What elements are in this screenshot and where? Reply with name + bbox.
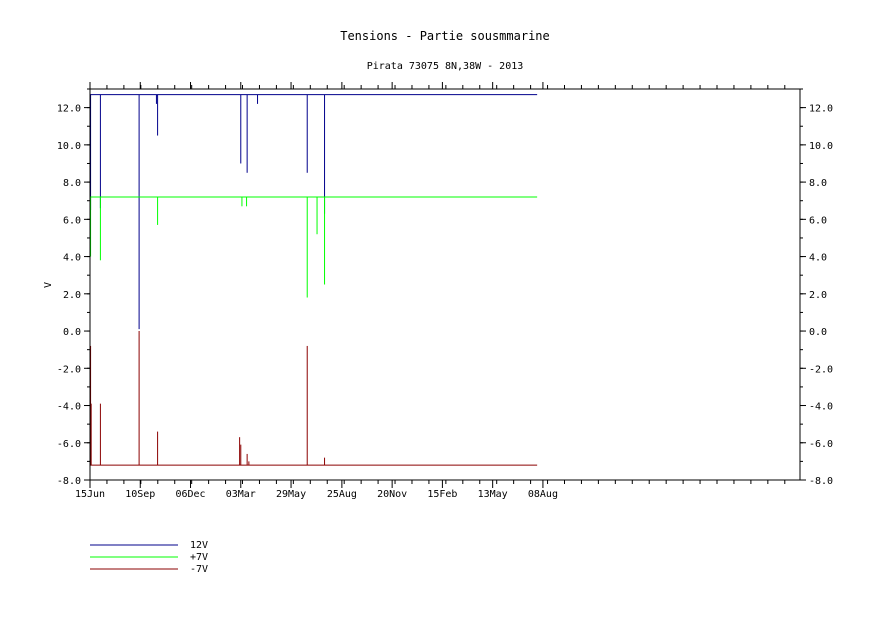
x-tick-label: 29May: [276, 489, 306, 500]
y-tick-label-left: 6.0: [63, 215, 81, 226]
y-axis-label: V: [43, 282, 54, 288]
x-tick-label: 08Aug: [528, 489, 558, 500]
legend-label: -7V: [190, 564, 208, 575]
y-tick-label-left: 8.0: [63, 178, 81, 189]
y-tick-label-right: 10.0: [809, 141, 833, 152]
chart-title: Tensions - Partie sousmmarine: [340, 29, 550, 43]
y-tick-label-right: 0.0: [809, 327, 827, 338]
x-tick-label: 20Nov: [377, 489, 407, 500]
y-tick-label-left: -8.0: [57, 476, 81, 487]
y-tick-label-right: -2.0: [809, 364, 833, 375]
y-tick-label-left: 10.0: [57, 141, 81, 152]
y-tick-label-right: -6.0: [809, 439, 833, 450]
x-tick-label: 03Mar: [226, 489, 256, 500]
y-tick-label-right: 12.0: [809, 104, 833, 115]
y-tick-label-left: 0.0: [63, 327, 81, 338]
x-tick-label: 15Feb: [427, 489, 457, 500]
chart-subtitle: Pirata 73075 8N,38W - 2013: [367, 61, 524, 72]
y-tick-label-right: 6.0: [809, 215, 827, 226]
series-layer: [90, 94, 538, 466]
y-tick-label-right: 4.0: [809, 253, 827, 264]
y-tick-label-right: -8.0: [809, 476, 833, 487]
y-tick-label-left: -2.0: [57, 364, 81, 375]
legend-label: +7V: [190, 552, 208, 563]
series-3: [90, 331, 538, 466]
y-tick-label-left: 2.0: [63, 290, 81, 301]
x-tick-label: 15Jun: [75, 489, 105, 500]
series-1: [90, 94, 538, 330]
y-tick-label-left: -6.0: [57, 439, 81, 450]
y-tick-label-left: 4.0: [63, 253, 81, 264]
y-tick-label-left: 12.0: [57, 104, 81, 115]
x-tick-label: 13May: [478, 489, 508, 500]
axes-layer: 12.0 12.0 10.0 10.0 8.0 8.0 6.0 6.0 4.0 4.0 2.0 2.0…: [57, 82, 833, 500]
y-tick-label-right: 2.0: [809, 290, 827, 301]
y-tick-label-right: -4.0: [809, 402, 833, 413]
series-2: [90, 196, 538, 298]
legend: 12V+7V-7V: [90, 540, 208, 575]
plot-frame: [89, 88, 801, 481]
x-tick-label: 06Dec: [175, 489, 205, 500]
legend-label: 12V: [190, 540, 208, 551]
y-tick-label-left: -4.0: [57, 402, 81, 413]
x-tick-label: 10Sep: [125, 489, 155, 500]
x-tick-label: 25Aug: [327, 489, 357, 500]
y-tick-label-right: 8.0: [809, 178, 827, 189]
